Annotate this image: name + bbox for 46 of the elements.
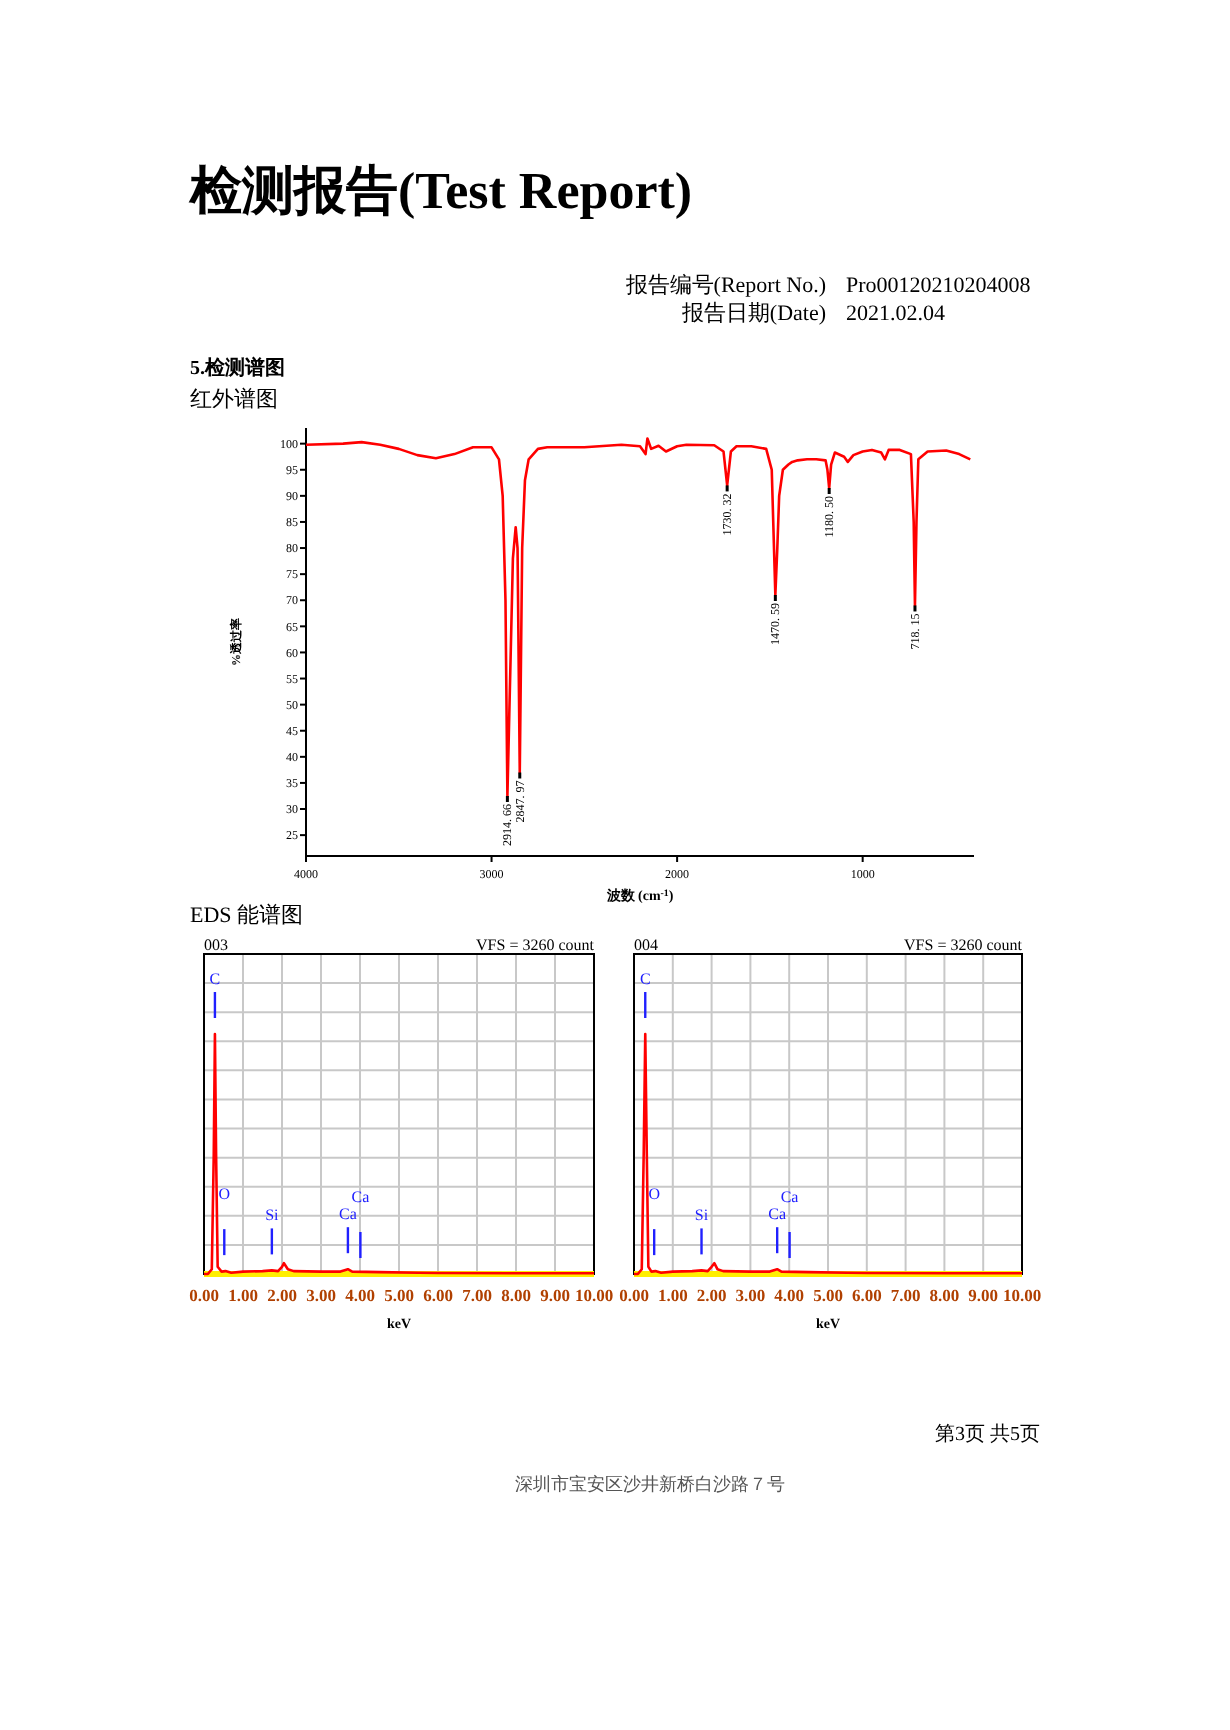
ref-line-label: O xyxy=(648,1185,661,1204)
ref-line-label: Si xyxy=(265,1206,281,1225)
ref-line-label: C xyxy=(639,970,651,988)
text: VFS = 3260 count xyxy=(476,936,596,954)
x-tick-label: 5.00 xyxy=(813,1285,843,1305)
x-tick-label: 9.00 xyxy=(540,1285,570,1305)
ref-line-label: Si xyxy=(694,1206,710,1225)
chart-subtitle: 红外谱图 xyxy=(190,386,278,412)
text: 5.检测谱图 xyxy=(190,356,285,380)
x-tick-label: 4.00 xyxy=(774,1285,805,1305)
x-tick-label: 10.00 xyxy=(1002,1285,1042,1305)
chart-title: EDS 能谱图 xyxy=(190,902,304,928)
ref-line-label: Ca xyxy=(339,1205,358,1224)
text: Pro00120210204008 xyxy=(846,274,1032,298)
x-tick-label: 3.00 xyxy=(306,1285,336,1305)
text: 第3页 共5页 xyxy=(935,1422,1040,1446)
x-tick-label: 8.00 xyxy=(929,1285,960,1305)
text: 2021.02.04 xyxy=(846,302,946,326)
text: 报告编号(Report No.) xyxy=(623,272,827,298)
x-tick-label: 1.00 xyxy=(228,1285,258,1305)
chart-subtitle: 003 xyxy=(204,936,228,954)
ref-line-label: Ca xyxy=(351,1188,371,1206)
x-tick-label: 5.00 xyxy=(384,1285,414,1305)
chart-subtitle: 004 xyxy=(634,936,658,954)
x-tick-label: 3.00 xyxy=(735,1285,766,1305)
ref-line-label: Ca xyxy=(768,1205,787,1224)
x-tick-label: 2.00 xyxy=(267,1285,297,1305)
ref-line-label: Ca xyxy=(780,1188,800,1206)
x-tick-label: 7.00 xyxy=(890,1285,921,1305)
text: 深圳市宝安区沙井新桥白沙路７号 xyxy=(515,1474,785,1494)
x-tick-label: 8.00 xyxy=(501,1285,531,1305)
x-tick-label: 2.00 xyxy=(696,1285,727,1305)
x-tick-label: 10.00 xyxy=(574,1285,614,1305)
ref-line-label: C xyxy=(209,970,221,988)
chart-title: 检测报告(Test Report) xyxy=(188,162,693,220)
x-tick-label: 4.00 xyxy=(345,1285,375,1305)
text: VFS = 3260 count xyxy=(904,936,1024,954)
x-tick-label: 6.00 xyxy=(423,1285,453,1305)
x-tick-label: 0.00 xyxy=(619,1285,649,1305)
x-tick-label: 1.00 xyxy=(657,1285,688,1305)
x-tick-label: 0.00 xyxy=(189,1285,219,1305)
x-tick-label: 9.00 xyxy=(968,1285,999,1305)
ref-line-label: O xyxy=(218,1185,231,1204)
x-tick-label: 6.00 xyxy=(851,1285,882,1305)
x-tick-label: 7.00 xyxy=(462,1285,492,1305)
text: 报告日期(Date) xyxy=(679,300,827,326)
